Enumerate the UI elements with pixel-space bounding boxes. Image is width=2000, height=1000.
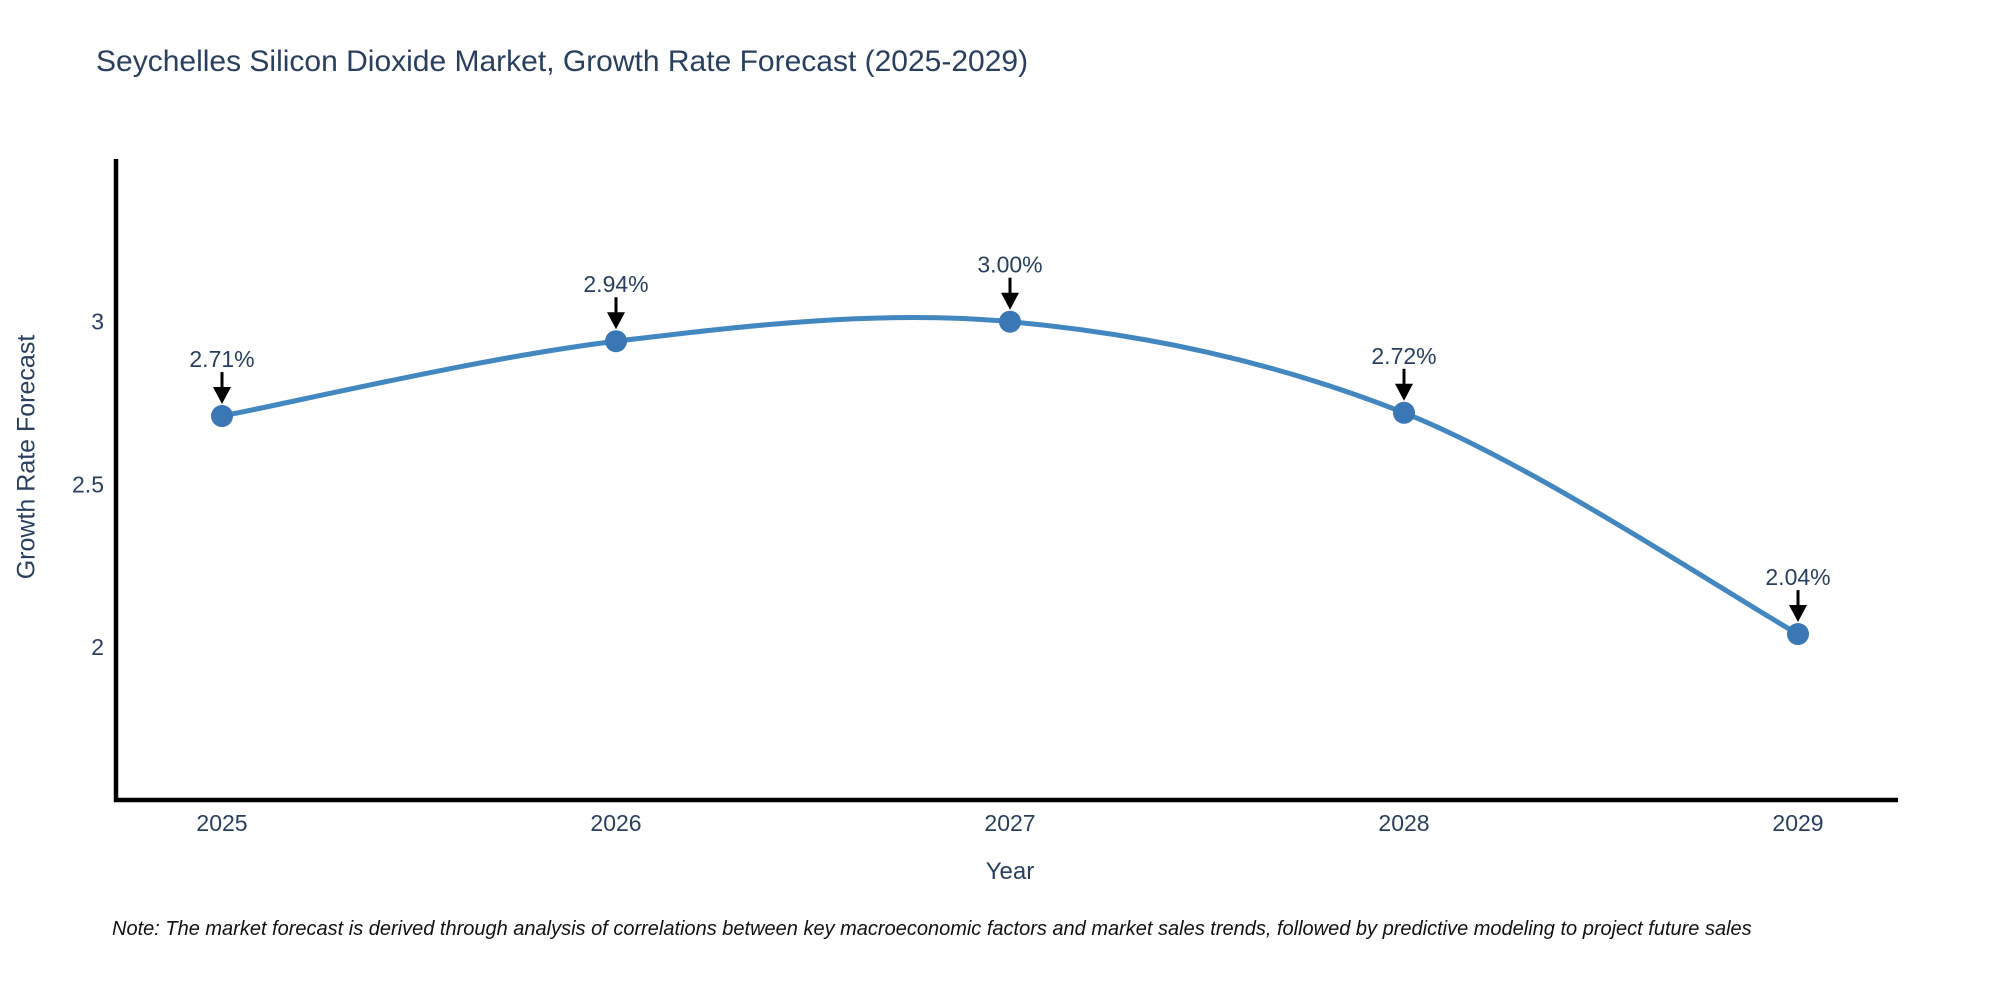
y-tick-label: 2: [91, 634, 104, 660]
annotation-arrowhead-icon: [1395, 383, 1413, 401]
x-tick-label: 2029: [1772, 810, 1823, 836]
footnote-text: Note: The market forecast is derived thr…: [112, 918, 1752, 940]
data-point-marker[interactable]: [1787, 623, 1809, 646]
annotation-arrowhead-icon: [213, 387, 231, 405]
x-tick-label: 2028: [1378, 810, 1429, 836]
data-point-marker[interactable]: [605, 330, 627, 353]
data-point-label: 2.72%: [1371, 343, 1436, 369]
annotation-arrowhead-icon: [1789, 605, 1807, 623]
data-point-marker[interactable]: [999, 310, 1021, 333]
x-tick-label: 2027: [984, 810, 1035, 836]
annotation-arrowhead-icon: [1001, 292, 1019, 310]
y-tick-label: 3: [91, 309, 104, 335]
data-point-marker[interactable]: [211, 405, 233, 428]
y-tick-label: 2.5: [72, 471, 104, 497]
x-tick-label: 2025: [196, 810, 247, 836]
x-tick-label: 2026: [590, 810, 641, 836]
chart-title: Seychelles Silicon Dioxide Market, Growt…: [96, 45, 1029, 78]
data-point-label: 2.71%: [189, 346, 254, 372]
trend-line: [219, 314, 1801, 637]
data-point-label: 3.00%: [977, 252, 1042, 278]
data-point-marker[interactable]: [1393, 401, 1415, 424]
data-point-label: 2.04%: [1765, 564, 1830, 590]
data-point-label: 2.94%: [583, 271, 648, 297]
x-axis-title: Year: [985, 858, 1035, 885]
annotation-arrowhead-icon: [607, 312, 625, 330]
